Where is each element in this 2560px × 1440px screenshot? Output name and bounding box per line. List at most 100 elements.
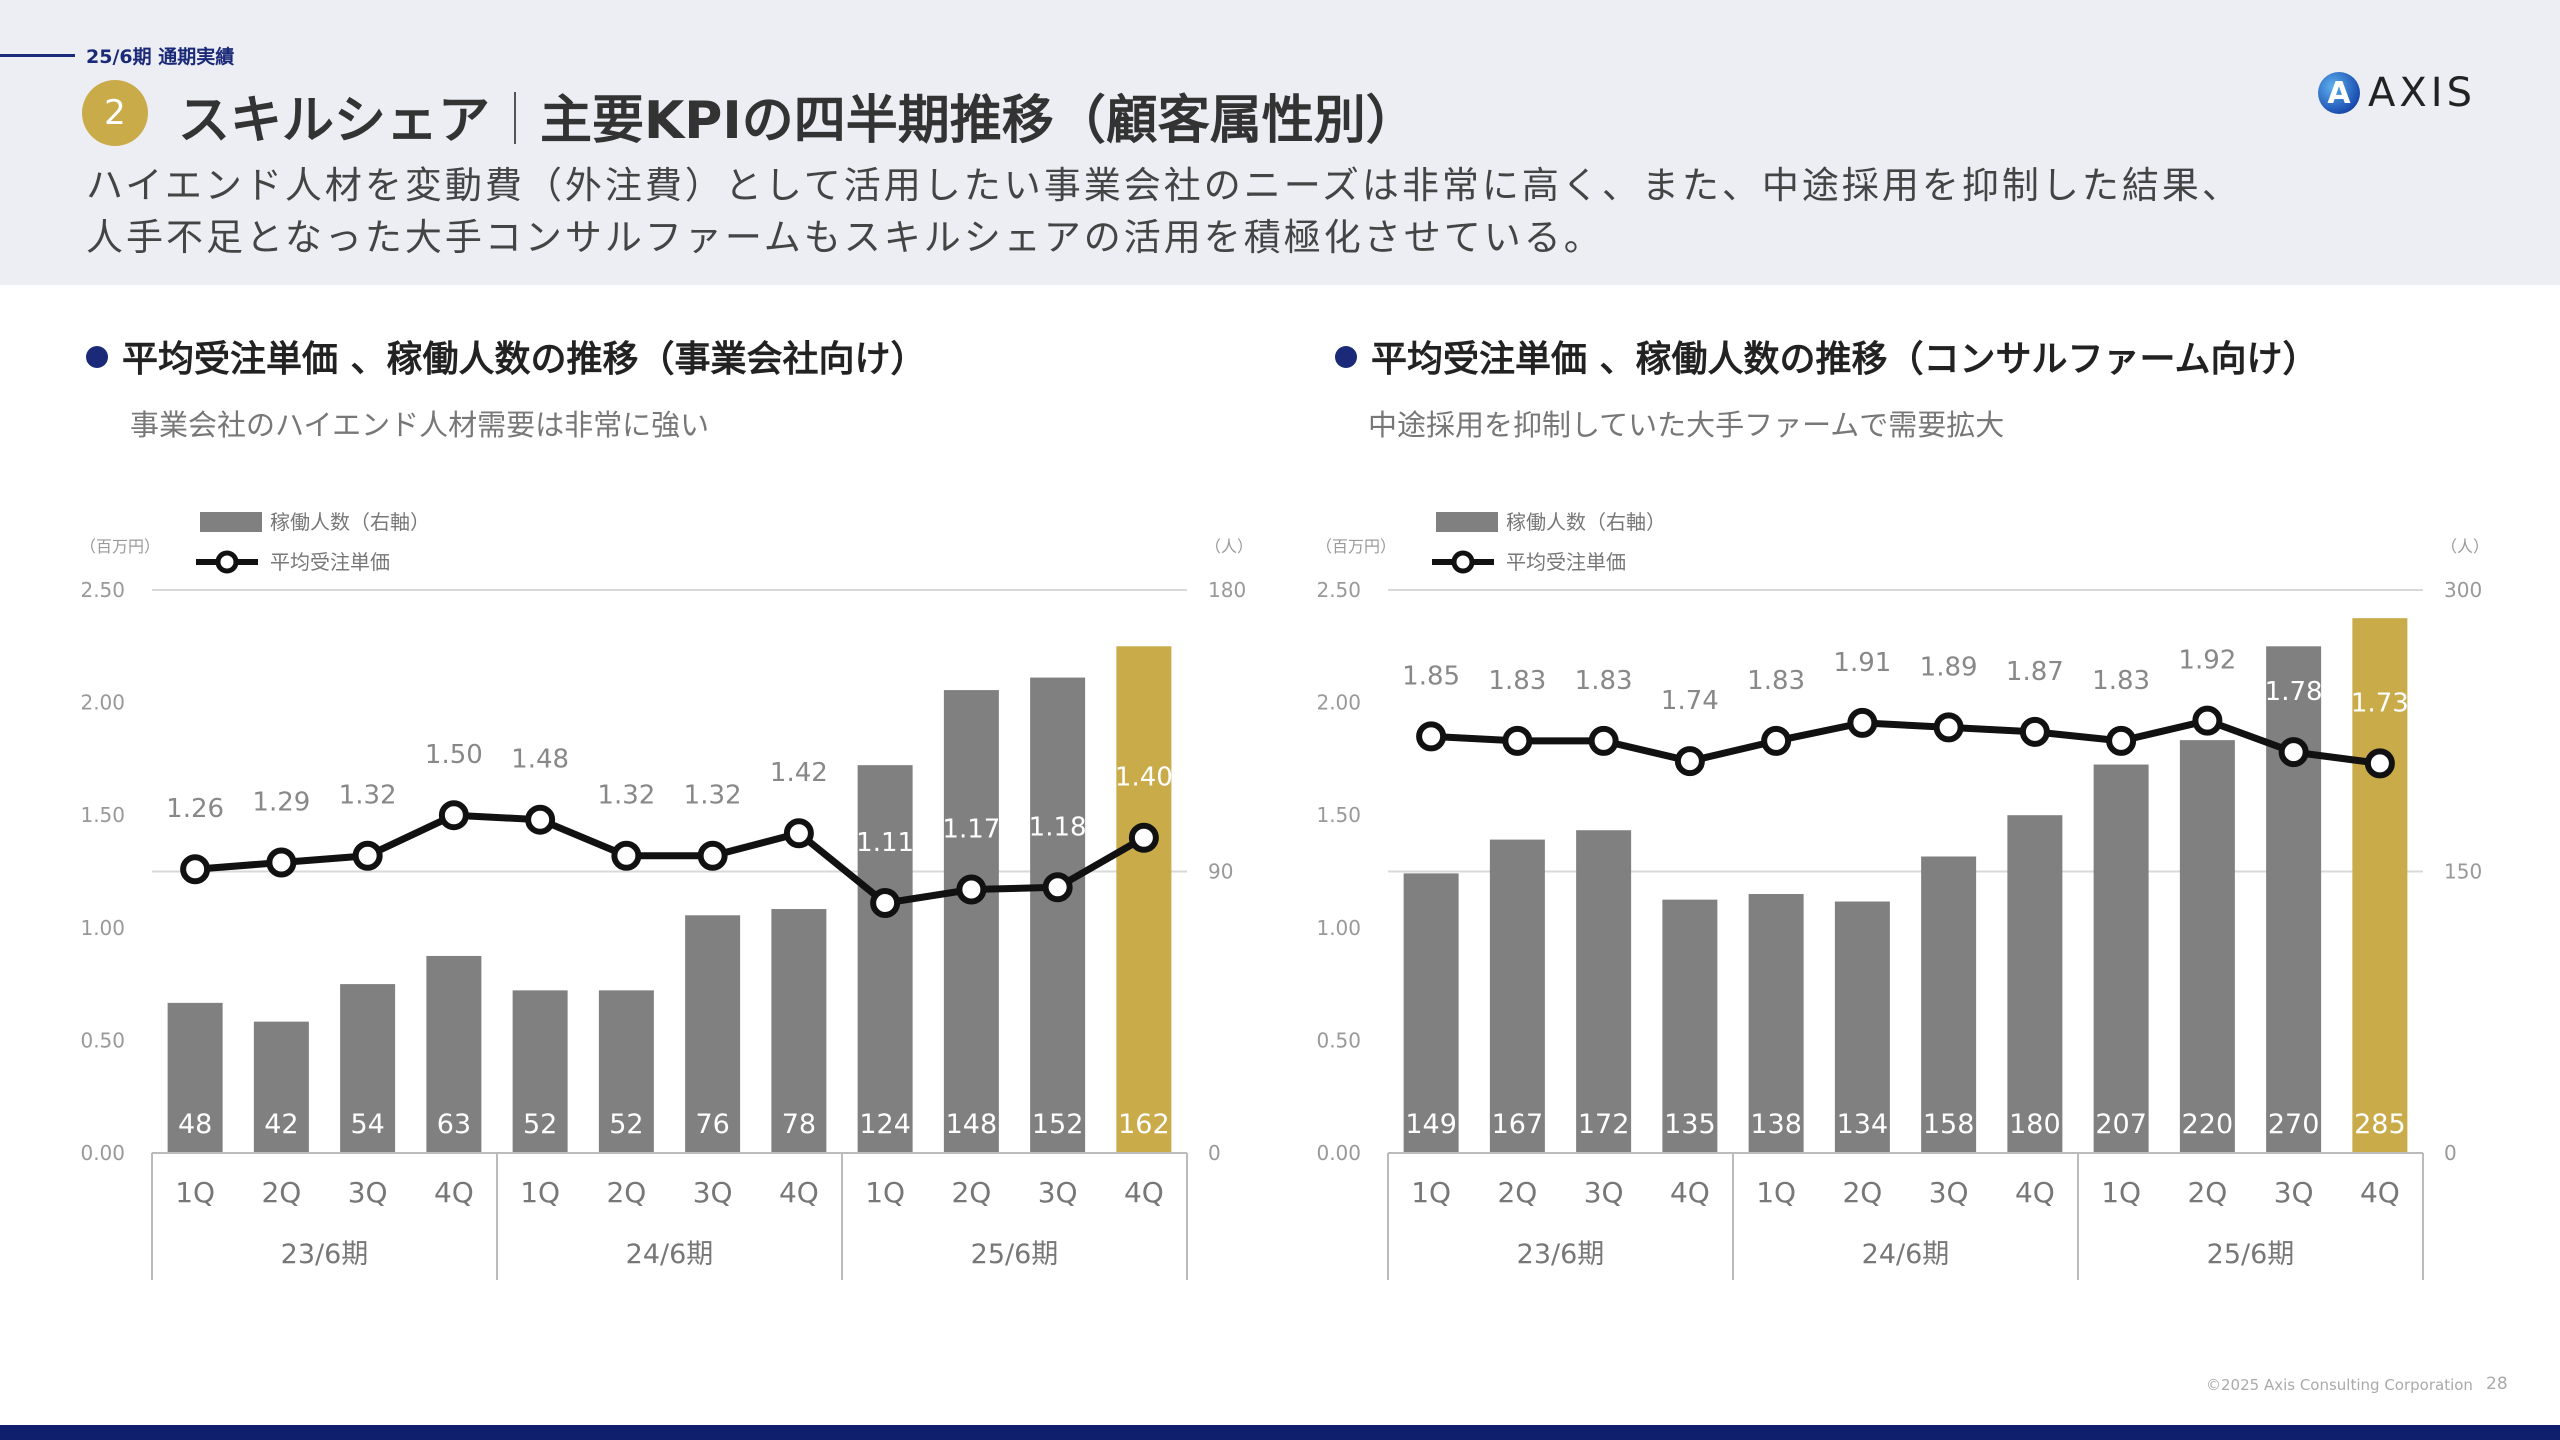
bar-data-label: 63	[437, 1109, 471, 1140]
bar-headcount	[2352, 618, 2408, 1153]
legend-bar-label: 稼働人数（右軸）	[270, 510, 430, 534]
line-data-label: 1.78	[2265, 677, 2323, 707]
line-data-label: 1.32	[597, 781, 655, 811]
section-heading-text: 平均受注単価 、稼働人数の推移（事業会社向け）	[122, 339, 927, 380]
right-axis-unit: （人）	[2441, 537, 2489, 556]
bar-data-label: 42	[264, 1109, 298, 1140]
left-tick-label: 1.50	[80, 803, 125, 827]
bar-headcount	[685, 915, 741, 1153]
bar-data-label: 148	[946, 1109, 998, 1140]
section-heading-text: 平均受注単価 、稼働人数の推移（コンサルファーム向け）	[1371, 339, 2319, 380]
line-point	[1588, 725, 1619, 756]
bar-headcount	[2266, 646, 2322, 1153]
bar-data-label: 158	[1923, 1109, 1975, 1140]
left-tick-label: 0.50	[80, 1028, 125, 1052]
quarter-tick-label: 4Q	[2360, 1176, 2400, 1209]
section-heading-business: 平均受注単価 、稼働人数の推移（事業会社向け）	[86, 330, 927, 382]
bullet-icon	[86, 346, 108, 368]
bullet-icon	[1335, 346, 1357, 368]
line-data-label: 1.83	[1747, 666, 1805, 696]
axis-logo: A AXIS	[2318, 70, 2476, 116]
page-number: 28	[2486, 1374, 2508, 1394]
bar-headcount	[598, 990, 654, 1153]
bar-headcount	[857, 765, 913, 1153]
bar-data-label: 135	[1664, 1109, 1716, 1140]
bar-headcount	[1030, 677, 1086, 1153]
line-point	[870, 888, 901, 919]
line-point	[2019, 716, 2050, 747]
quarter-tick-label: 2Q	[1497, 1176, 1537, 1209]
line-data-label: 1.42	[770, 758, 828, 788]
legend-line-label: 平均受注単価	[270, 550, 390, 574]
period-group-label: 24/6期	[626, 1239, 714, 1270]
bar-data-label: 48	[178, 1109, 212, 1140]
lead-line-2: 人手不足となった大手コンサルファームもスキルシェアの活用を積極化させている。	[86, 216, 1604, 259]
right-tick-label: 150	[2444, 860, 2482, 884]
line-point	[1847, 707, 1878, 738]
bar-headcount	[2179, 740, 2235, 1153]
quarter-tick-label: 3Q	[1038, 1176, 1078, 1209]
line-point	[2278, 737, 2309, 768]
quarter-tick-label: 4Q	[434, 1176, 474, 1209]
title-main: スキルシェア	[178, 91, 491, 151]
line-point	[783, 818, 814, 849]
left-tick-label: 0.00	[80, 1141, 125, 1165]
quarter-tick-label: 4Q	[2015, 1176, 2055, 1209]
bar-headcount	[2093, 764, 2149, 1153]
line-data-label: 1.83	[1575, 666, 1633, 696]
bar-data-label: 149	[1405, 1109, 1457, 1140]
left-tick-label: 2.00	[80, 691, 125, 715]
quarter-tick-label: 2Q	[951, 1176, 991, 1209]
left-tick-label: 2.50	[80, 578, 125, 602]
quarter-tick-label: 2Q	[261, 1176, 301, 1209]
line-data-label: 1.48	[511, 745, 569, 775]
bar-headcount	[1834, 901, 1890, 1153]
quarter-tick-label: 1Q	[175, 1176, 215, 1209]
bar-headcount	[1662, 899, 1718, 1153]
bar-headcount	[340, 984, 396, 1153]
quarter-tick-label: 1Q	[865, 1176, 905, 1209]
bar-headcount	[1116, 646, 1172, 1153]
line-point	[1674, 746, 1705, 777]
line-point	[1042, 872, 1073, 903]
bar-data-label: 270	[2268, 1109, 2320, 1140]
line-data-label: 1.83	[1488, 666, 1546, 696]
line-point	[525, 804, 556, 835]
line-data-label: 1.83	[2092, 666, 2150, 696]
title-sub: 主要KPIの四半期推移（顧客属性別）	[540, 91, 1418, 151]
bar-headcount	[2007, 815, 2063, 1153]
line-point	[1761, 725, 1792, 756]
quarter-tick-label: 4Q	[1124, 1176, 1164, 1209]
line-data-label: 1.29	[252, 787, 310, 817]
line-data-label: 1.17	[942, 815, 1000, 845]
period-group-label: 25/6期	[971, 1239, 1059, 1270]
bar-data-label: 167	[1492, 1109, 1544, 1140]
line-point	[1128, 822, 1159, 853]
line-point	[1933, 712, 1964, 743]
left-axis-unit: （百万円）	[1316, 537, 1396, 556]
right-tick-label: 300	[2444, 578, 2482, 602]
quarter-tick-label: 3Q	[1584, 1176, 1624, 1209]
copyright: ©2025 Axis Consulting Corporation	[2206, 1376, 2473, 1394]
line-point	[438, 800, 469, 831]
bar-headcount	[1576, 830, 1632, 1153]
bar-data-label: 172	[1578, 1109, 1630, 1140]
bar-data-label: 180	[2009, 1109, 2061, 1140]
section-number-badge: 2	[82, 80, 148, 146]
line-data-label: 1.32	[339, 781, 397, 811]
bar-data-label: 152	[1032, 1109, 1084, 1140]
legend-bar-label: 稼働人数（右軸）	[1506, 510, 1666, 534]
bar-headcount	[167, 1002, 223, 1153]
line-data-label: 1.18	[1029, 812, 1087, 842]
line-point	[956, 874, 987, 905]
line-data-label: 1.32	[684, 781, 742, 811]
section-note-business: 事業会社のハイエンド人材需要は非常に強い	[130, 408, 710, 442]
period-group-label: 23/6期	[281, 1239, 369, 1270]
footer-bar	[0, 1425, 2560, 1440]
left-tick-label: 1.50	[1316, 803, 1361, 827]
axis-logo-icon: A	[2318, 72, 2360, 114]
right-tick-label: 0	[1208, 1141, 1221, 1165]
quarter-tick-label: 4Q	[779, 1176, 819, 1209]
bar-headcount	[771, 909, 827, 1153]
bar-headcount	[1403, 873, 1459, 1153]
